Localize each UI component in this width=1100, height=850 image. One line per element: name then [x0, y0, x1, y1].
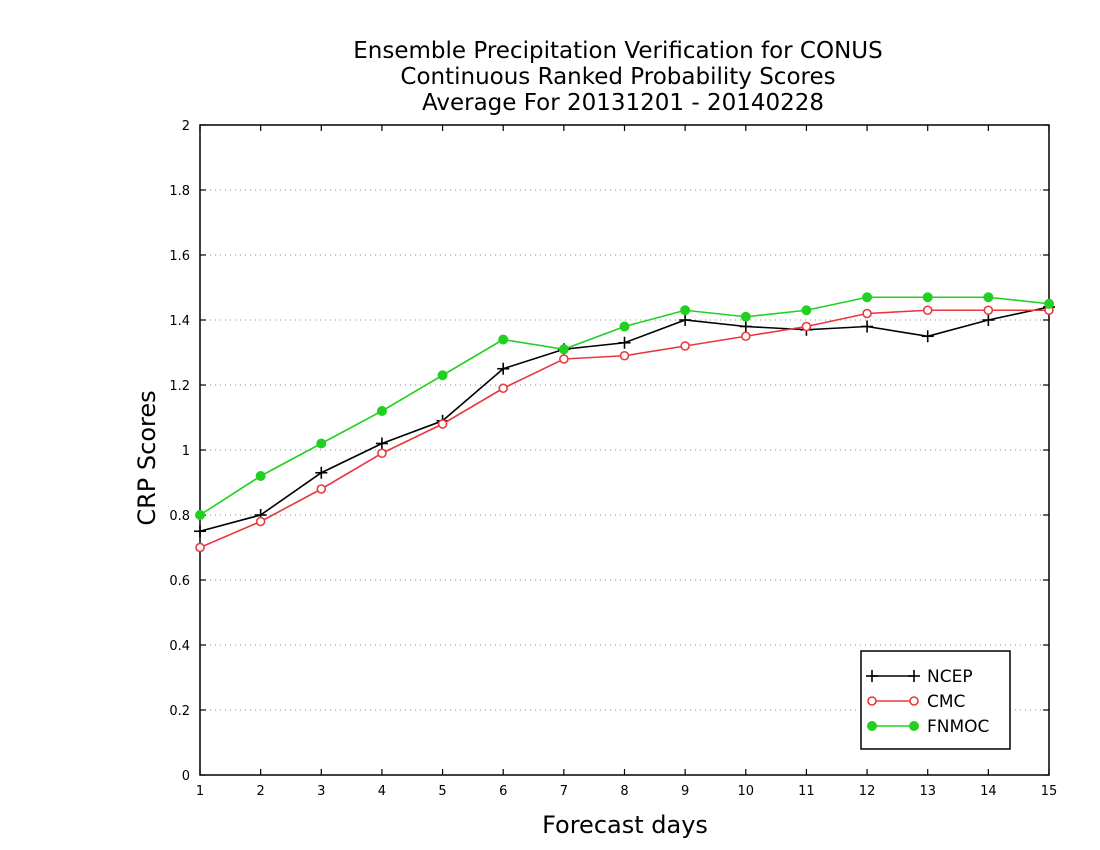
data-point-fnmoc	[740, 311, 751, 322]
x-tick-label: 9	[681, 784, 689, 799]
x-tick-label: 6	[499, 784, 507, 799]
data-point-fnmoc	[195, 510, 205, 520]
x-axis-title: Forecast days	[542, 811, 708, 839]
chart-title-line-3: Average For 20131201 - 20140228	[422, 90, 824, 116]
y-tick-label: 0.6	[169, 574, 190, 589]
legend-marker-cmc	[909, 696, 919, 706]
series-fnmoc	[195, 292, 1054, 520]
y-tick-label: 2	[182, 119, 190, 134]
series-ncep	[194, 301, 1055, 538]
data-point-fnmoc	[1044, 298, 1054, 309]
data-point-ncep	[861, 320, 874, 333]
data-point-cmc	[377, 448, 387, 459]
data-point-cmc	[680, 341, 690, 351]
y-axis-title: CRP Scores	[133, 390, 161, 525]
data-point-fnmoc	[437, 370, 448, 381]
x-tick-label: 12	[859, 784, 876, 799]
legend-label-ncep: NCEP	[927, 667, 973, 687]
data-point-ncep	[618, 336, 631, 349]
legend-entry-cmc: CMC	[867, 692, 965, 712]
x-tick-label: 1	[196, 784, 204, 799]
data-point-cmc	[983, 305, 994, 316]
data-point-cmc	[922, 305, 933, 316]
data-point-ncep	[982, 314, 995, 326]
data-point-cmc	[195, 542, 205, 553]
legend-marker-ncep	[908, 670, 920, 682]
data-point-cmc	[255, 516, 266, 527]
x-tick-label: 11	[798, 784, 815, 799]
data-point-fnmoc	[498, 334, 509, 345]
data-point-ncep	[679, 314, 692, 326]
data-point-fnmoc	[922, 292, 933, 303]
x-tick-label: 15	[1041, 784, 1058, 799]
data-point-ncep	[497, 362, 510, 375]
legend-box	[860, 650, 1011, 750]
data-point-cmc	[316, 484, 327, 494]
legend-label-cmc: CMC	[927, 692, 965, 712]
legend: NCEP CMC FNMOC	[860, 650, 1011, 750]
data-point-ncep	[375, 437, 388, 450]
grid-lines	[200, 124, 1049, 711]
legend-marker-ncep	[866, 670, 878, 682]
data-point-cmc	[559, 354, 569, 364]
legend-label-fnmoc: FNMOC	[927, 717, 989, 737]
series-cmc	[195, 305, 1054, 553]
data-point-fnmoc	[801, 305, 812, 316]
axis-ticks: 00.20.40.60.811.21.41.61.821 2 3 4 5 6 7 8 9 10 11…	[169, 119, 1057, 799]
legend-entry-ncep: NCEP	[866, 667, 973, 687]
data-point-fnmoc	[619, 321, 630, 332]
x-tick-label: 10	[738, 784, 755, 799]
data-point-fnmoc	[862, 292, 873, 303]
y-tick-label: 1.4	[169, 314, 190, 329]
data-point-cmc	[801, 321, 812, 332]
data-point-cmc	[619, 350, 630, 361]
x-tick-label: 13	[919, 784, 936, 799]
legend-marker-fnmoc	[867, 721, 877, 731]
legend-marker-fnmoc	[909, 721, 919, 731]
data-point-ncep	[739, 320, 752, 333]
chart-title-line-1: Ensemble Precipitation Verification for …	[353, 38, 882, 64]
y-tick-label: 1.6	[169, 249, 190, 264]
data-point-fnmoc	[983, 292, 994, 303]
y-tick-label: 1.2	[169, 379, 190, 394]
data-point-fnmoc	[316, 438, 327, 449]
x-tick-label: 2	[257, 784, 265, 799]
x-tick-label: 4	[378, 784, 386, 799]
y-tick-label: 0	[182, 769, 190, 784]
y-tick-label: 1.8	[169, 184, 190, 199]
data-point-ncep	[921, 330, 934, 343]
x-tick-label: 7	[560, 784, 568, 799]
data-point-fnmoc	[255, 471, 266, 481]
data-point-cmc	[498, 383, 509, 394]
x-tick-label: 3	[317, 784, 325, 799]
legend-marker-cmc	[867, 696, 877, 706]
data-point-cmc	[740, 331, 751, 342]
data-point-fnmoc	[680, 305, 691, 316]
data-point-cmc	[437, 419, 448, 429]
data-point-ncep	[315, 466, 328, 479]
data-point-fnmoc	[558, 344, 569, 355]
y-tick-label: 1	[182, 444, 190, 459]
data-point-cmc	[862, 308, 872, 319]
legend-entry-fnmoc: FNMOC	[867, 717, 989, 737]
series-layer	[194, 292, 1055, 553]
data-point-fnmoc	[376, 406, 387, 416]
x-tick-label: 5	[438, 784, 446, 799]
y-tick-label: 0.2	[169, 704, 190, 719]
x-tick-label: 14	[980, 784, 997, 799]
data-point-ncep	[194, 525, 206, 538]
y-tick-label: 0.8	[169, 509, 190, 524]
x-tick-label: 8	[620, 784, 628, 799]
chart-title-line-2: Continuous Ranked Probability Scores	[400, 64, 835, 90]
y-tick-label: 0.4	[169, 639, 190, 654]
